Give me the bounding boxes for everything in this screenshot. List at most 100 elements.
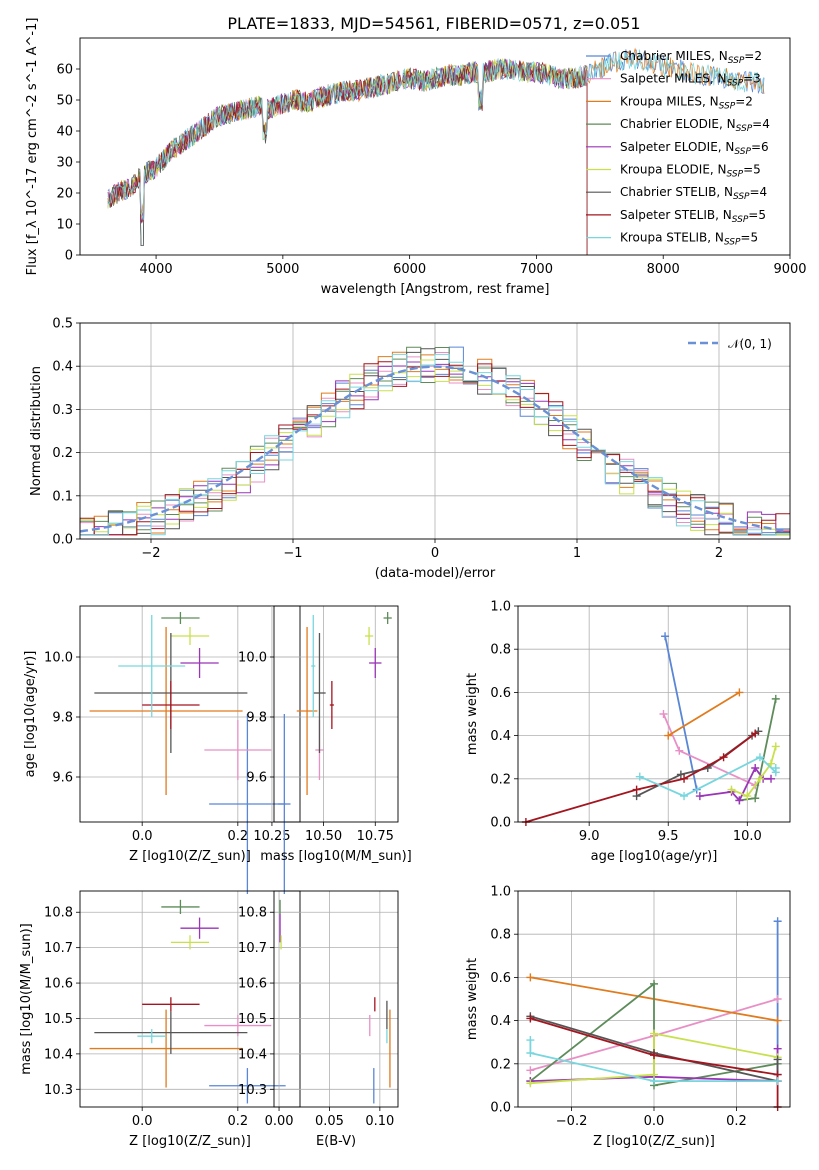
- spectrum-line-kroupa-stelib: [107, 49, 765, 221]
- x-tick-label: 0.00: [265, 1114, 294, 1129]
- point-salpeter-stelib: [329, 681, 334, 729]
- series-marker: [773, 1016, 782, 1025]
- y-tick-label: 10.7: [238, 941, 267, 956]
- series-marker: [743, 792, 752, 801]
- point-chabrier-miles: [278, 714, 291, 894]
- age-vs-mass-grid: [271, 606, 398, 822]
- x-tick-label: 9.5: [658, 829, 679, 844]
- y-axis-label: age [log10(age/yr)]: [23, 651, 38, 778]
- series-marker: [727, 785, 736, 794]
- point-chabrier-stelib: [313, 633, 326, 753]
- mass-vs-ebv-plot: [279, 899, 391, 1104]
- series-marker: [676, 770, 685, 779]
- y-tick-label: 10.4: [44, 1047, 73, 1062]
- mass-weight-vs-age-plot: [521, 632, 780, 826]
- y-tick-label: 10.6: [238, 977, 267, 992]
- age-vs-metallicity: 0.0 0.2 9.6 9.8 10.0 Z [log10(Z/Z_sun)] age [l…: [23, 605, 301, 894]
- y-tick-label: 9.8: [246, 711, 267, 726]
- series-line: [530, 1017, 779, 1107]
- point-kroupa-elodie: [364, 627, 374, 645]
- y-tick-label: 1.0: [490, 600, 511, 615]
- x-tick-label: 10.0: [733, 829, 762, 844]
- y-tick-label: 0.2: [490, 772, 511, 787]
- y-tick-label: 0.1: [52, 489, 73, 504]
- point-kroupa-stelib: [311, 615, 316, 717]
- series-marker: [755, 753, 764, 762]
- series-marker: [767, 774, 776, 783]
- y-tick-label: 10.4: [238, 1047, 267, 1062]
- legend-label: Chabrier MILES, NSSP=2: [620, 49, 762, 66]
- series-marker: [719, 753, 728, 762]
- series-marker: [773, 917, 782, 926]
- x-axis-label: (data-model)/error: [375, 566, 496, 581]
- point-chabrier-elodie: [383, 612, 392, 624]
- y-tick-label: 20: [56, 187, 73, 202]
- mass-vs-metallicity-plot: [89, 899, 286, 1104]
- y-tick-label: 0.6: [490, 971, 511, 986]
- x-tick-label: 9000: [773, 262, 806, 277]
- series-line: [636, 730, 759, 797]
- histogram-chabrier-stelib: [79, 348, 790, 539]
- point-kroupa-elodie: [170, 935, 210, 950]
- series-marker: [771, 764, 780, 772]
- y-tick-label: 10.8: [44, 906, 73, 921]
- series-kroupa-elodie: [727, 742, 780, 801]
- histogram-legend: 𝒩(0, 1): [688, 337, 772, 351]
- series-marker: [773, 995, 782, 1003]
- x-tick-label: 6000: [393, 262, 426, 277]
- y-axis-label: mass [log10(M/M_sun)]: [19, 923, 34, 1075]
- series-chabrier-elodie: [735, 694, 780, 805]
- point-salpeter-elodie: [369, 648, 382, 678]
- y-axis-label: mass weight: [465, 673, 480, 755]
- legend-label: Salpeter ELODIE, NSSP=6: [620, 140, 769, 157]
- residual-histogram-frame: [79, 322, 791, 540]
- point-chabrier-stelib: [94, 1011, 248, 1054]
- normal-curve: [79, 365, 788, 533]
- x-axis-label: Z [log10(Z/Z_sun)]: [129, 849, 251, 864]
- mass-weight-vs-metallicity-frame: [517, 890, 791, 1108]
- mass-vs-ebv-frame: [273, 890, 399, 1108]
- x-tick-label: 0: [431, 546, 439, 561]
- x-tick-label: 10.25: [253, 829, 290, 844]
- residual-histogram-plot: [79, 346, 790, 539]
- series-marker: [680, 792, 689, 801]
- y-tick-label: 0.0: [490, 816, 511, 831]
- x-axis-label: E(B-V): [316, 1134, 356, 1149]
- series-marker: [650, 1029, 658, 1038]
- series-marker: [680, 774, 689, 783]
- mass-vs-metallicity-frame: [79, 890, 301, 1108]
- series-line: [530, 1015, 779, 1083]
- y-tick-label: 1.0: [490, 885, 511, 900]
- y-tick-label: 0.3: [52, 403, 73, 418]
- series-marker: [650, 979, 658, 988]
- series-marker: [751, 794, 760, 803]
- point-kroupa-stelib: [137, 1029, 167, 1044]
- x-tick-label: 10.50: [305, 829, 342, 844]
- mass-weight-vs-age-frame: [517, 605, 791, 823]
- y-axis-label: mass weight: [465, 958, 480, 1040]
- series-marker: [771, 694, 780, 703]
- legend-label: Chabrier STELIB, NSSP=4: [620, 185, 767, 202]
- x-axis-label: wavelength [Angstrom, rest frame]: [321, 282, 550, 297]
- y-tick-label: 10.7: [44, 941, 73, 956]
- y-tick-label: 0.2: [490, 1057, 511, 1072]
- mass-weight-vs-metallicity: −0.2 0.0 0.2 0.0 0.2 0.4 0.6 0.8 1.0 Z [log10(Z/Z…: [465, 885, 791, 1149]
- series-marker: [635, 772, 644, 781]
- mass-vs-ebv: 0.00 0.05 0.10 10.3 10.4 10.5 10.6 10.7 10.8 E(B-…: [238, 890, 399, 1149]
- spectrum-line-salpeter-stelib: [107, 60, 588, 255]
- spectrum-line-kroupa-miles: [107, 47, 765, 218]
- series-marker: [632, 785, 641, 794]
- y-tick-label: 0.8: [490, 928, 511, 943]
- age-vs-metallicity-grid: [80, 606, 300, 822]
- legend-label: Kroupa ELODIE, NSSP=5: [620, 163, 761, 180]
- series-marker: [773, 1077, 782, 1086]
- age-vs-mass-plot: [278, 612, 392, 894]
- series-marker: [773, 1044, 782, 1053]
- point-salpeter-elodie: [180, 648, 219, 678]
- legend-label: Kroupa MILES, NSSP=2: [620, 94, 753, 111]
- point-chabrier-miles: [209, 1068, 286, 1104]
- series-salpeter-miles: [659, 710, 760, 790]
- series-marker: [773, 1055, 782, 1064]
- y-tick-label: 50: [56, 94, 73, 109]
- y-tick-label: 10.6: [44, 977, 73, 992]
